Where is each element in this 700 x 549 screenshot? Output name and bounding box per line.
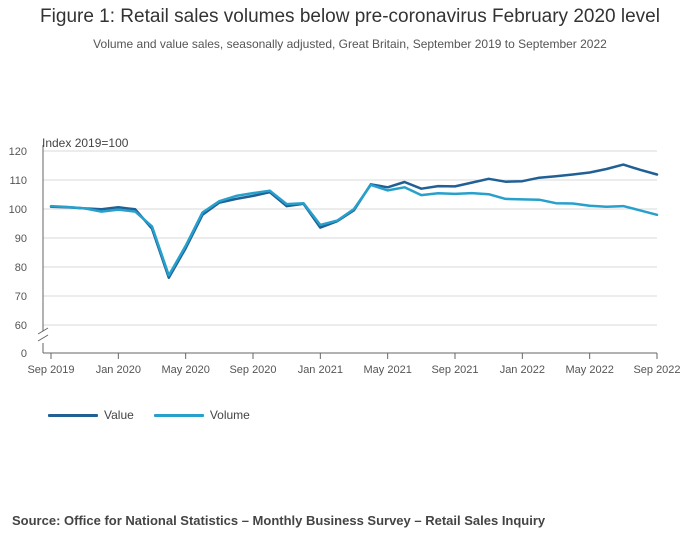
chart-subtitle: Volume and value sales, seasonally adjus… <box>93 37 607 51</box>
series-line-volume <box>49 183 659 277</box>
legend-label-value: Value <box>104 408 134 422</box>
legend-swatch-volume <box>153 413 204 417</box>
x-tick-label-may-2022: May 2022 <box>566 364 614 376</box>
x-tick-label-may-2021: May 2021 <box>364 364 412 376</box>
legend: Value Volume <box>48 408 250 422</box>
line-chart: 0 60 70 80 90 100 110 120 Sep 2019 Jan 2020 May 20… <box>9 136 681 376</box>
x-tick-label-jan-2020: Jan 2020 <box>96 364 141 376</box>
series-line-value <box>49 163 659 279</box>
x-tick-label-may-2020: May 2020 <box>162 364 210 376</box>
axis-break-mark-bottom <box>37 334 49 342</box>
legend-swatch-value <box>48 413 98 417</box>
y-tick-label-70: 70 <box>15 291 27 303</box>
x-tick-label-sep-2021: Sep 2021 <box>431 364 478 376</box>
x-tick-label-sep-2020: Sep 2020 <box>229 364 276 376</box>
y-tick-label-90: 90 <box>15 233 27 245</box>
legend-label-volume: Volume <box>209 408 250 422</box>
x-tick-label-sep-2022: Sep 2022 <box>633 364 680 376</box>
y-tick-label-110: 110 <box>9 175 27 187</box>
axis-break-mark-top <box>37 327 49 335</box>
y-tick-label-80: 80 <box>15 262 27 274</box>
legend-item-volume[interactable]: Volume <box>153 408 250 422</box>
y-tick-label-100: 100 <box>9 204 27 216</box>
y-tick-label-60: 60 <box>15 320 27 332</box>
chart-title: Figure 1: Retail sales volumes below pre… <box>40 6 660 27</box>
y-tick-label-120: 120 <box>9 146 27 158</box>
y-tick-label-0: 0 <box>21 348 27 360</box>
x-tick-label-sep-2019: Sep 2019 <box>27 364 74 376</box>
legend-item-value[interactable]: Value <box>48 408 134 422</box>
x-tick-label-jan-2022: Jan 2022 <box>500 364 545 376</box>
source-note: Source: Office for National Statistics –… <box>12 513 546 528</box>
y-axis-label: Index 2019=100 <box>42 136 129 150</box>
x-tick-label-jan-2021: Jan 2021 <box>298 364 343 376</box>
